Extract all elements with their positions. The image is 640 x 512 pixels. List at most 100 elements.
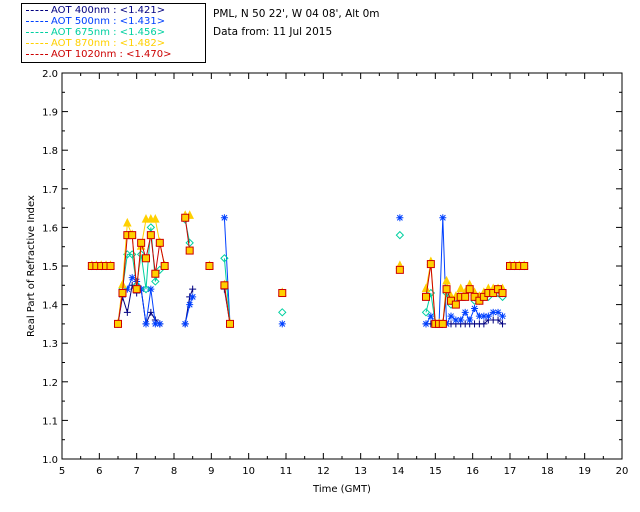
data-point-square — [106, 262, 115, 270]
data-point-diamond — [421, 308, 431, 317]
data-point-triangle — [151, 214, 160, 223]
data-point-square — [128, 231, 137, 240]
data-point-diamond — [220, 254, 229, 263]
data-point-diamond — [185, 238, 194, 248]
data-point-star — [427, 312, 435, 320]
data-point-square — [181, 213, 190, 222]
y-tick-label: 1.0 — [42, 455, 58, 466]
data-point-square — [520, 262, 529, 270]
legend-dash-icon — [26, 31, 48, 33]
series-4 — [87, 213, 529, 328]
legend-label: AOT 870nm : <1.482> — [51, 38, 166, 49]
data-point-star — [452, 316, 460, 324]
y-tick-label: 1.1 — [42, 416, 58, 427]
legend-dash-icon — [26, 20, 48, 22]
data-point-diamond — [146, 223, 156, 232]
data-point-star — [484, 312, 492, 320]
legend-dash-icon — [26, 42, 48, 44]
data-point-square — [205, 262, 214, 270]
data-point-triangle — [442, 275, 451, 285]
series-line — [184, 217, 191, 251]
legend-label: AOT 400nm : <1.421> — [51, 5, 166, 16]
data-point-square — [426, 260, 435, 269]
y-tick-label: 1.7 — [42, 185, 58, 196]
x-tick-label: 17 — [504, 466, 517, 477]
x-tick-label: 6 — [96, 466, 102, 477]
data-point-triangle — [123, 217, 132, 227]
x-tick-label: 8 — [171, 466, 177, 477]
data-point-star — [123, 285, 131, 293]
data-point-square — [220, 281, 229, 290]
data-point-plus — [494, 316, 502, 324]
data-point-triangle — [118, 279, 127, 289]
data-point-star — [439, 214, 447, 222]
data-point-diamond — [151, 277, 160, 286]
data-point-star — [151, 320, 159, 328]
data-point-square — [461, 292, 470, 301]
x-tick-label: 10 — [242, 466, 255, 477]
data-point-star — [461, 308, 469, 316]
data-point-square — [442, 285, 451, 294]
data-point-star — [128, 274, 136, 282]
data-point-star — [186, 301, 194, 309]
x-tick-label: 11 — [280, 466, 293, 477]
data-point-star — [189, 293, 197, 301]
legend-entry: AOT 870nm : <1.482> — [26, 38, 165, 49]
y-tick-label: 1.6 — [42, 223, 58, 234]
legend-entry: AOT 400nm : <1.421> — [26, 5, 165, 16]
y-tick-label: 2.0 — [42, 69, 58, 80]
chart-legend: AOT 400nm : <1.421> AOT 500nm : <1.431> … — [21, 3, 206, 63]
y-tick-label: 1.8 — [42, 146, 58, 157]
plot-frame — [61, 72, 623, 460]
data-point-diamond — [136, 250, 146, 259]
data-point-star — [147, 285, 155, 293]
data-point-star — [457, 316, 465, 324]
data-point-plus — [189, 285, 197, 293]
y-tick-label: 1.3 — [42, 339, 58, 350]
x-axis-label: Time (GMT) — [312, 484, 371, 495]
data-point-square — [498, 289, 507, 298]
data-point-triangle — [421, 283, 431, 293]
data-point-square — [226, 319, 234, 328]
legend-dash-icon — [26, 53, 48, 55]
data-point-star — [142, 320, 150, 328]
x-tick-label: 19 — [578, 466, 591, 477]
series-layer — [87, 210, 529, 329]
legend-entry: AOT 675nm : <1.456> — [26, 27, 165, 38]
data-point-star — [471, 304, 479, 312]
x-tick-label: 16 — [466, 466, 479, 477]
data-point-star — [480, 312, 488, 320]
x-tick-label: 14 — [392, 466, 405, 477]
y-tick-label: 1.9 — [42, 108, 58, 119]
data-point-star — [489, 308, 497, 316]
data-point-square — [278, 289, 287, 298]
legend-label: AOT 675nm : <1.456> — [51, 27, 166, 38]
x-tick-label: 13 — [354, 466, 367, 477]
data-point-square — [160, 262, 169, 270]
data-point-star — [466, 316, 474, 324]
series-line — [425, 217, 503, 326]
data-point-square — [137, 238, 146, 247]
x-tick-label: 20 — [616, 466, 629, 477]
data-point-star — [156, 320, 164, 328]
data-point-square — [422, 292, 430, 301]
data-point-star — [494, 308, 502, 316]
legend-entry: AOT 500nm : <1.431> — [26, 16, 165, 27]
data-point-square — [395, 265, 404, 274]
data-point-square — [155, 238, 164, 247]
data-point-star — [447, 312, 455, 320]
axes: 5 6 7 8 9 10 11 12 13 14 15 16 17 18 19 20 1.0 1.1 1.2 1.3 1… — [42, 69, 628, 477]
data-point-plus — [123, 308, 131, 316]
data-point-square — [151, 269, 160, 278]
data-point-square — [438, 319, 447, 328]
x-tick-label: 12 — [317, 466, 330, 477]
x-tick-label: 7 — [133, 466, 139, 477]
x-tick-label: 9 — [208, 466, 214, 477]
data-point-plus — [147, 308, 155, 316]
series-line — [223, 285, 231, 324]
data-point-diamond — [278, 308, 287, 317]
y-tick-label: 1.2 — [42, 378, 58, 389]
data-point-square — [146, 231, 155, 240]
data-point-diamond — [395, 230, 405, 240]
